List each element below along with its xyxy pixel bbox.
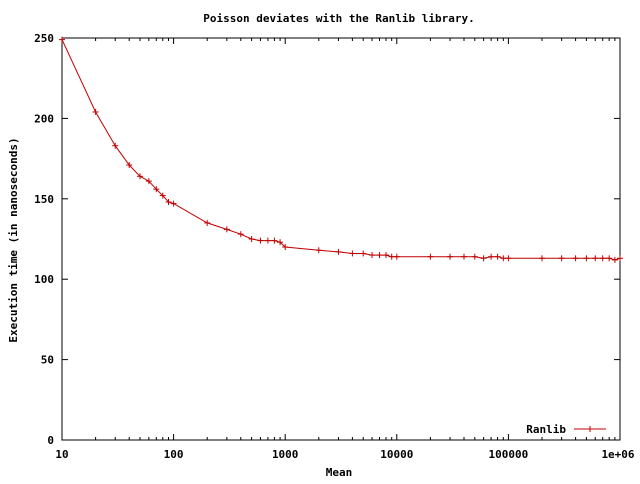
data-point-marker (248, 236, 255, 242)
data-point-marker (611, 256, 618, 263)
y-tick-label: 0 (47, 434, 54, 447)
data-point-marker (112, 142, 119, 149)
legend: Ranlib (526, 423, 606, 436)
data-point-marker (393, 253, 400, 260)
x-axis-label: Mean (326, 466, 353, 479)
plot-border (61, 37, 621, 441)
data-point-marker (500, 255, 507, 262)
y-tick-label: 50 (41, 354, 54, 367)
data-point-marker (92, 108, 99, 115)
data-point-marker (538, 255, 545, 262)
data-point-marker (257, 237, 264, 244)
data-point-marker (264, 237, 271, 244)
data-point-marker (282, 244, 289, 251)
x-tick-label: 100 (164, 448, 184, 461)
data-point-marker (137, 173, 144, 180)
data-point-marker (494, 253, 501, 260)
data-point-marker (369, 252, 376, 259)
data-point-marker (335, 248, 342, 255)
data-point-marker (382, 252, 389, 259)
data-point-marker (237, 231, 244, 238)
series-line (61, 39, 621, 261)
data-point-marker (376, 252, 383, 259)
data-point-marker (145, 178, 152, 185)
data-point-marker (159, 192, 166, 199)
y-axis: 0 50 100 150 200 250 (34, 32, 620, 447)
data-point-marker (592, 255, 599, 262)
data-point-marker (360, 250, 367, 257)
y-axis-label: Execution time (in nanoseconds) (7, 137, 20, 342)
y-tick-label: 200 (34, 112, 54, 125)
y-tick-label: 250 (34, 32, 54, 45)
series-layer (59, 36, 623, 263)
data-point-marker (165, 199, 172, 206)
legend-label: Ranlib (526, 423, 566, 436)
data-point-marker (558, 255, 565, 262)
legend-marker (587, 426, 593, 432)
x-tick-label: 10 (55, 448, 68, 461)
y-tick-label: 100 (34, 273, 54, 286)
x-tick-label: 10000 (380, 448, 413, 461)
data-point-marker (480, 255, 487, 262)
data-point-marker (388, 253, 395, 260)
data-point-marker (349, 250, 356, 257)
data-point-marker (606, 255, 613, 262)
data-point-marker (471, 253, 478, 260)
data-point-marker (223, 226, 230, 233)
data-point-marker (617, 255, 623, 262)
data-point-marker (599, 255, 606, 262)
data-point-marker (488, 253, 495, 260)
data-point-marker (126, 162, 133, 169)
data-point-marker (277, 239, 284, 246)
chart-title: Poisson deviates with the Ranlib library… (203, 12, 475, 25)
x-tick-label: 1000 (272, 448, 299, 461)
data-point-marker (271, 237, 278, 244)
x-tick-label: 100000 (489, 448, 529, 461)
data-point-marker (315, 247, 322, 254)
plot-frame (61, 37, 621, 441)
data-point-marker (460, 253, 467, 260)
data-point-marker (153, 186, 160, 193)
data-point-marker (572, 255, 579, 262)
y-tick-label: 150 (34, 193, 54, 206)
data-point-marker (59, 36, 65, 43)
data-point-marker (505, 255, 512, 262)
data-point-marker (583, 255, 590, 262)
data-point-marker (170, 200, 177, 207)
data-point-marker (447, 253, 454, 260)
data-point-marker (204, 219, 211, 226)
data-point-marker (427, 253, 434, 260)
x-tick-label: 1e+06 (601, 448, 634, 461)
x-axis: 10 100 1000 10000 100000 1e+06 (55, 38, 635, 461)
